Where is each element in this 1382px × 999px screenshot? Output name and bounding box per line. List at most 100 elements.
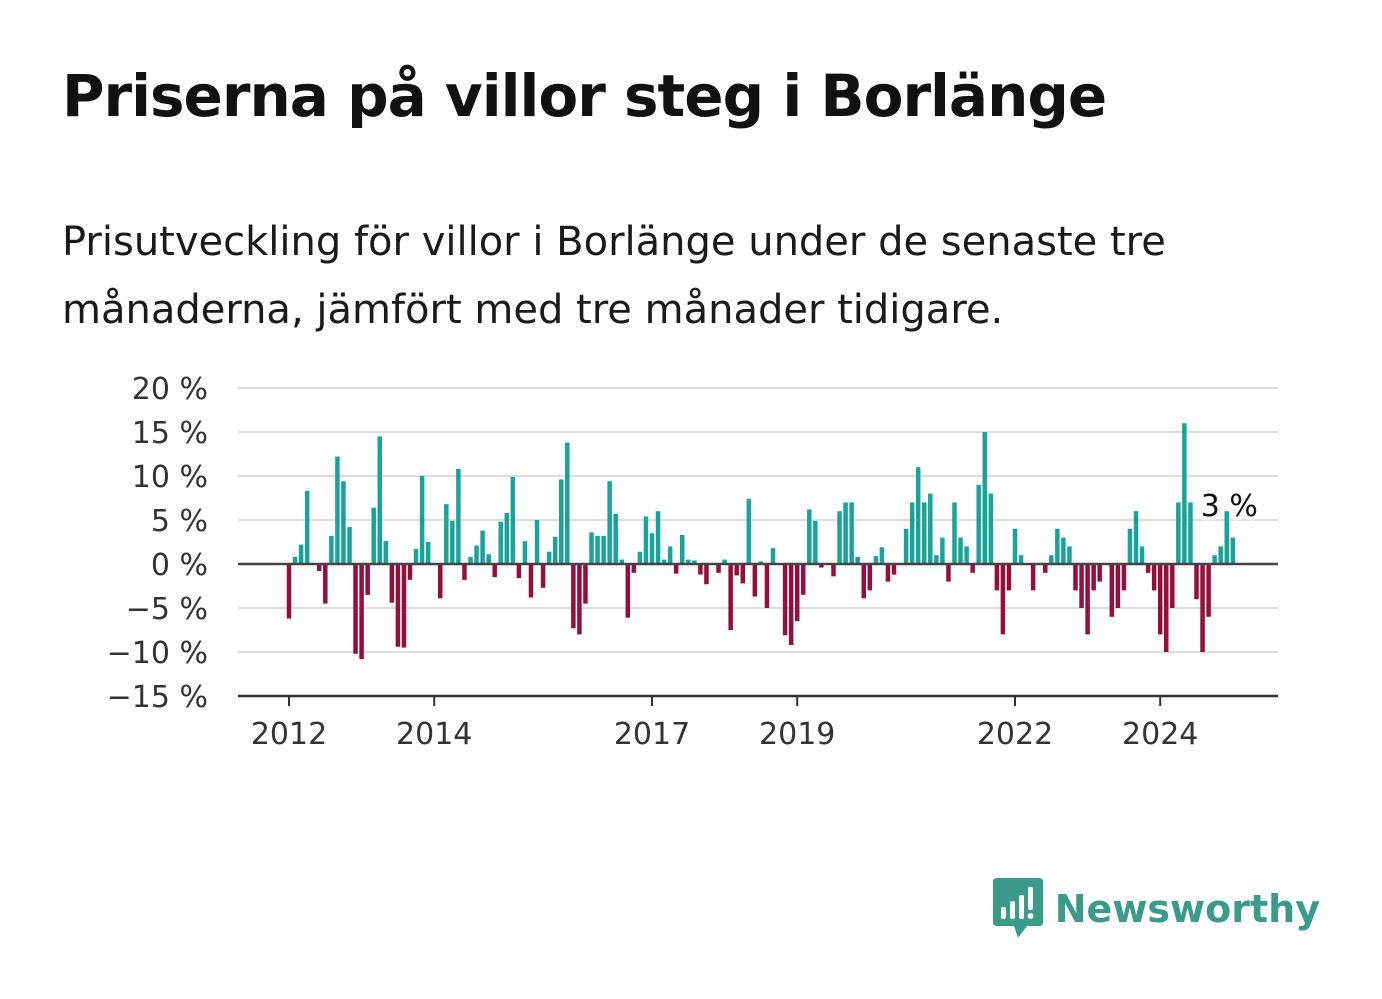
bar bbox=[304, 490, 310, 564]
bar bbox=[528, 564, 534, 598]
bar bbox=[462, 564, 467, 580]
bar bbox=[589, 532, 594, 564]
bar bbox=[407, 564, 413, 580]
y-tick-label: −5 % bbox=[126, 592, 208, 627]
bar bbox=[692, 560, 697, 564]
bar bbox=[286, 564, 292, 619]
chart-bubble-icon bbox=[992, 878, 1043, 938]
chart-subtitle: Prisutveckling för villor i Borlänge und… bbox=[62, 219, 1166, 333]
bar bbox=[383, 541, 389, 564]
bar bbox=[359, 564, 364, 660]
bar bbox=[903, 528, 909, 564]
bar bbox=[395, 564, 401, 647]
y-tick-label: 15 % bbox=[132, 416, 208, 451]
bar bbox=[347, 527, 352, 564]
bar bbox=[909, 502, 915, 564]
bar bbox=[716, 564, 721, 573]
bar bbox=[1145, 564, 1151, 573]
bar bbox=[1200, 564, 1205, 652]
bar bbox=[540, 564, 546, 588]
y-tick-label: 0 % bbox=[151, 548, 208, 583]
bar bbox=[722, 559, 727, 564]
bar bbox=[365, 564, 370, 595]
bar bbox=[401, 564, 407, 648]
bars bbox=[286, 423, 1236, 660]
bar bbox=[758, 561, 764, 564]
bar bbox=[655, 511, 661, 564]
bar bbox=[934, 555, 939, 564]
axis-labels: 20 % 15 % 10 % 5 % 0 % −5 % −10 % −15 % 2012 2014… bbox=[107, 372, 1199, 752]
bar bbox=[450, 520, 455, 564]
brand-logo: Newsworthy bbox=[992, 878, 1320, 940]
bar bbox=[1085, 564, 1090, 635]
bar bbox=[788, 564, 794, 645]
bar bbox=[940, 537, 945, 564]
bar bbox=[1212, 555, 1217, 564]
bar bbox=[673, 564, 679, 574]
bar bbox=[456, 468, 461, 564]
last-value-callout: 3 % bbox=[1201, 489, 1258, 524]
bar bbox=[982, 432, 987, 564]
bar bbox=[468, 556, 473, 564]
bar bbox=[444, 504, 449, 564]
bar bbox=[794, 564, 800, 622]
bar bbox=[1097, 564, 1102, 582]
bar bbox=[1230, 537, 1236, 564]
bar bbox=[782, 564, 788, 636]
x-tick-label: 2024 bbox=[1122, 717, 1198, 752]
bar bbox=[607, 481, 612, 564]
y-tick-label: 5 % bbox=[151, 504, 208, 539]
x-tick-label: 2012 bbox=[251, 717, 327, 752]
bar bbox=[1194, 564, 1199, 600]
bar bbox=[329, 535, 334, 564]
bar bbox=[680, 534, 685, 564]
axes bbox=[238, 562, 1278, 706]
bar bbox=[807, 509, 812, 564]
bar bbox=[522, 541, 528, 564]
bar bbox=[976, 484, 981, 564]
bar bbox=[619, 559, 624, 564]
bar bbox=[752, 564, 758, 597]
bar bbox=[559, 479, 564, 564]
y-tick-label: −15 % bbox=[107, 680, 208, 715]
bar bbox=[770, 548, 776, 564]
bar bbox=[873, 556, 879, 564]
y-tick-label: 10 % bbox=[132, 460, 208, 495]
bar bbox=[837, 511, 842, 564]
bar bbox=[1073, 564, 1078, 591]
bar bbox=[1049, 555, 1054, 564]
bar bbox=[746, 498, 752, 564]
bar bbox=[1079, 564, 1084, 608]
bar bbox=[1000, 564, 1006, 635]
gridlines bbox=[238, 387, 1278, 653]
bar bbox=[698, 564, 703, 575]
bar bbox=[988, 493, 994, 564]
bar bbox=[371, 507, 376, 564]
bar bbox=[571, 564, 576, 629]
x-tick-label: 2017 bbox=[614, 717, 690, 752]
bar bbox=[734, 564, 739, 576]
bar bbox=[1176, 502, 1181, 564]
bar bbox=[1061, 537, 1066, 564]
bar bbox=[546, 551, 552, 564]
brand-name: Newsworthy bbox=[1054, 887, 1320, 931]
bar bbox=[1055, 528, 1060, 564]
bar bbox=[915, 467, 921, 564]
bar bbox=[1127, 528, 1133, 564]
bar bbox=[1115, 564, 1121, 608]
bar bbox=[552, 536, 558, 564]
bar bbox=[922, 502, 927, 564]
bar bbox=[1151, 564, 1157, 591]
bar bbox=[498, 521, 503, 564]
x-tick-label: 2022 bbox=[977, 717, 1053, 752]
bar bbox=[438, 564, 443, 599]
bar bbox=[885, 564, 891, 582]
bar bbox=[819, 564, 824, 568]
bar bbox=[1030, 564, 1036, 591]
bar bbox=[516, 564, 522, 579]
bar bbox=[510, 476, 516, 564]
bar bbox=[686, 559, 691, 564]
bar bbox=[1133, 511, 1139, 564]
bar bbox=[1012, 528, 1018, 564]
bar bbox=[1067, 546, 1072, 564]
